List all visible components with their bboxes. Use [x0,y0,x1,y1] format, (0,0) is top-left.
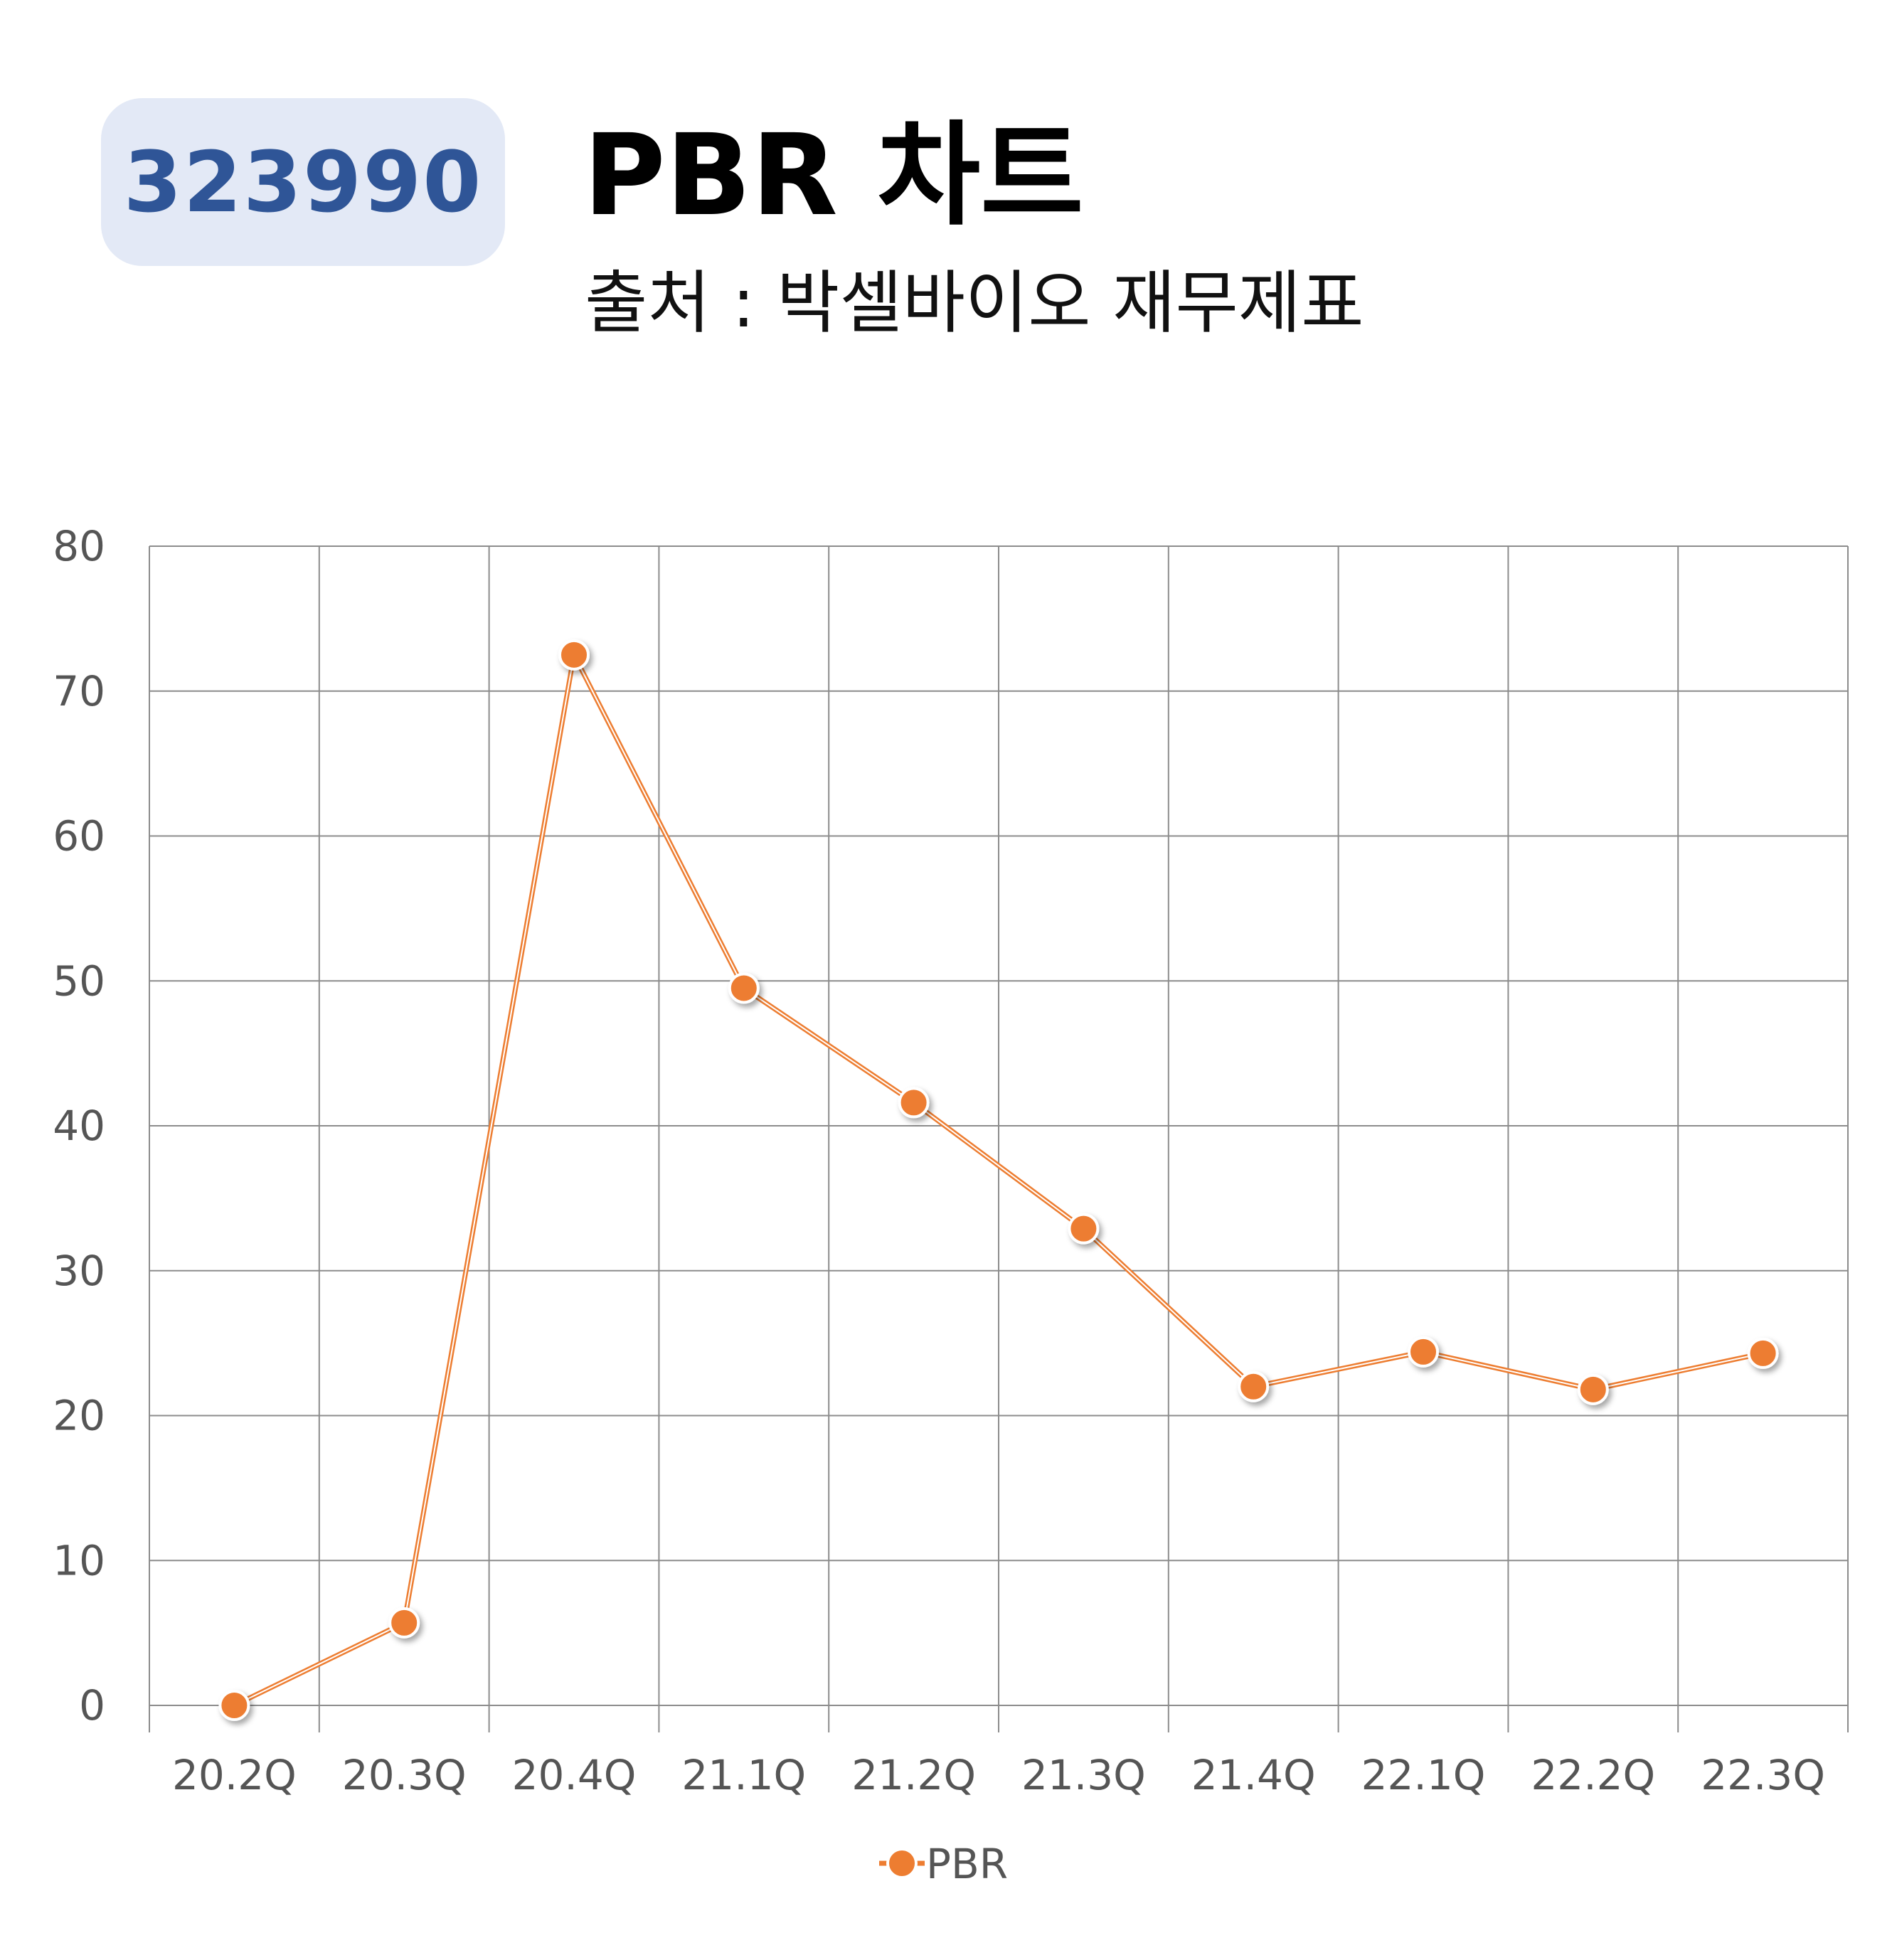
y-tick-label: 0 [79,1681,105,1730]
data-point [1408,1336,1439,1368]
legend: PBR [879,1840,1008,1888]
series-line-core [233,654,1763,1706]
x-tick-label: 20.3Q [342,1751,467,1799]
data-point [388,1607,420,1639]
x-tick-label: 20.2Q [172,1751,297,1799]
data-point [1068,1213,1100,1245]
x-tick-label: 20.4Q [512,1751,637,1799]
ticker-badge: 323990 [101,98,505,266]
ticker-code: 323990 [123,133,483,231]
data-point [558,639,590,671]
data-point [1577,1373,1609,1405]
data-point [898,1087,930,1119]
y-axis-ticks: 0 10 20 30 40 50 60 70 80 [53,522,105,1730]
y-tick-label: 50 [53,957,105,1005]
x-axis-ticks: 20.2Q 20.3Q 20.4Q 21.1Q 21.2Q 21.3Q 21.4Q 22.1Q… [172,1751,1825,1799]
x-tick-label: 21.2Q [851,1751,976,1799]
data-point [1238,1370,1270,1402]
legend-marker [886,1848,918,1879]
x-tick-label: 21.3Q [1021,1751,1146,1799]
y-tick-label: 80 [53,522,105,570]
y-tick-label: 60 [53,812,105,861]
y-tick-label: 30 [53,1247,105,1295]
x-tick-label: 21.1Q [681,1751,806,1799]
y-tick-label: 40 [53,1102,105,1150]
y-tick-label: 20 [53,1392,105,1440]
legend-label: PBR [926,1840,1008,1888]
x-tick-label: 22.1Q [1361,1751,1486,1799]
chart-source: 출처 : 박셀바이오 재무제표 [585,263,1364,343]
y-tick-label: 10 [53,1536,105,1584]
x-tick-label: 22.2Q [1531,1751,1655,1799]
chart-title: PBR 차트 [583,110,1084,241]
x-tick-label: 22.3Q [1701,1751,1825,1799]
grid [149,545,1849,1732]
x-tick-label: 21.4Q [1191,1751,1316,1799]
series-pbr [218,639,1779,1721]
data-point [218,1690,250,1721]
y-tick-label: 70 [53,667,105,715]
data-point [1747,1337,1779,1369]
data-point [728,972,760,1004]
